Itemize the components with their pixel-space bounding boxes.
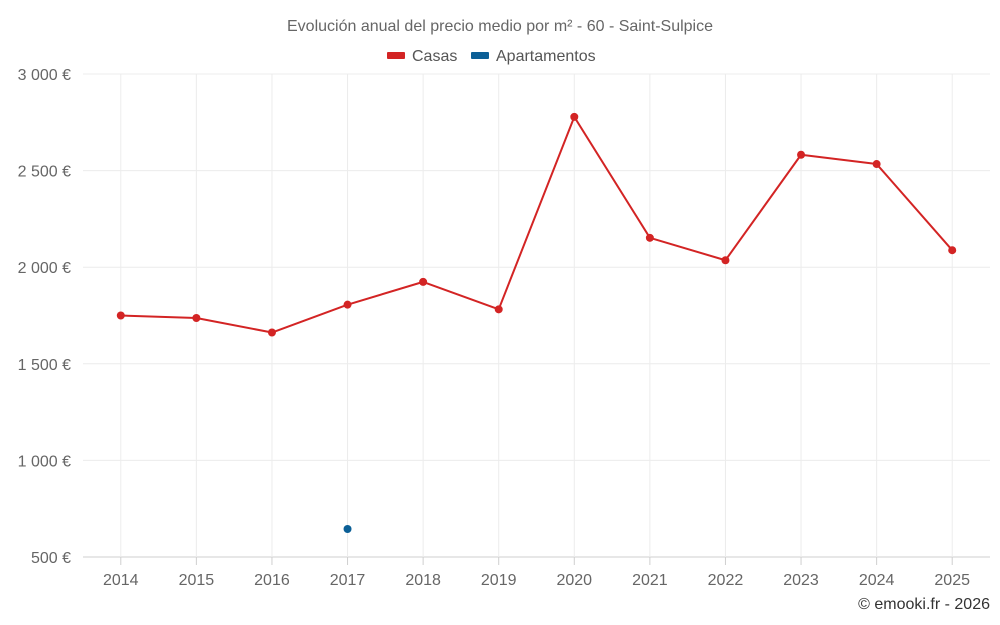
y-tick-label: 1 000 € — [18, 453, 71, 470]
x-axis: 2014 2015 2016 2017 2018 2019 2020 2021 2022 2023… — [103, 557, 970, 589]
x-tick-label: 2020 — [556, 572, 592, 589]
data-point-casas-2014[interactable] — [116, 311, 125, 320]
x-tick-label: 2017 — [330, 572, 366, 589]
data-point-casas-2016[interactable] — [267, 328, 276, 337]
data-point-casas-2019[interactable] — [494, 305, 503, 314]
data-point-casas-2017[interactable] — [343, 300, 352, 309]
legend-label-apartamentos: Apartamentos — [496, 48, 596, 65]
y-tick-label: 2 500 € — [18, 164, 71, 181]
y-tick-label: 2 000 € — [18, 260, 71, 277]
x-tick-label: 2018 — [405, 572, 441, 589]
legend: Casas Apartamentos — [387, 48, 596, 65]
data-point-casas-2018[interactable] — [419, 277, 428, 286]
data-point-casas-2015[interactable] — [192, 314, 201, 323]
legend-label-casas: Casas — [412, 48, 457, 65]
x-tick-label: 2019 — [481, 572, 517, 589]
series-layer — [116, 112, 957, 533]
x-tick-label: 2021 — [632, 572, 668, 589]
x-tick-label: 2015 — [179, 572, 215, 589]
x-tick-label: 2025 — [934, 572, 970, 589]
x-tick-label: 2023 — [783, 572, 819, 589]
x-tick-label: 2022 — [708, 572, 744, 589]
legend-item-apartamentos[interactable]: Apartamentos — [471, 48, 596, 65]
data-point-casas-2024[interactable] — [872, 160, 881, 169]
credit-text: © emooki.fr - 2026 — [858, 596, 990, 613]
data-point-casas-2022[interactable] — [721, 256, 730, 265]
chart-title: Evolución anual del precio medio por m² … — [287, 18, 713, 35]
x-tick-label: 2016 — [254, 572, 290, 589]
legend-swatch-apartamentos — [471, 52, 489, 59]
x-tick-label: 2024 — [859, 572, 895, 589]
data-point-casas-2023[interactable] — [797, 150, 806, 159]
y-axis: 500 € 1 000 € 1 500 € 2 000 € 2 500 € 3 000 € — [18, 67, 71, 567]
y-tick-label: 3 000 € — [18, 67, 71, 84]
data-point-casas-2021[interactable] — [645, 233, 654, 242]
data-point-apartamentos-2017[interactable] — [343, 524, 352, 533]
legend-item-casas[interactable]: Casas — [387, 48, 457, 65]
y-tick-label: 1 500 € — [18, 357, 71, 374]
legend-swatch-casas — [387, 52, 405, 59]
data-point-casas-2020[interactable] — [570, 112, 579, 121]
data-point-casas-2025[interactable] — [948, 246, 957, 255]
grid — [83, 73, 990, 558]
y-tick-label: 500 € — [31, 550, 71, 567]
x-tick-label: 2014 — [103, 572, 139, 589]
series-line-casas — [120, 115, 953, 334]
